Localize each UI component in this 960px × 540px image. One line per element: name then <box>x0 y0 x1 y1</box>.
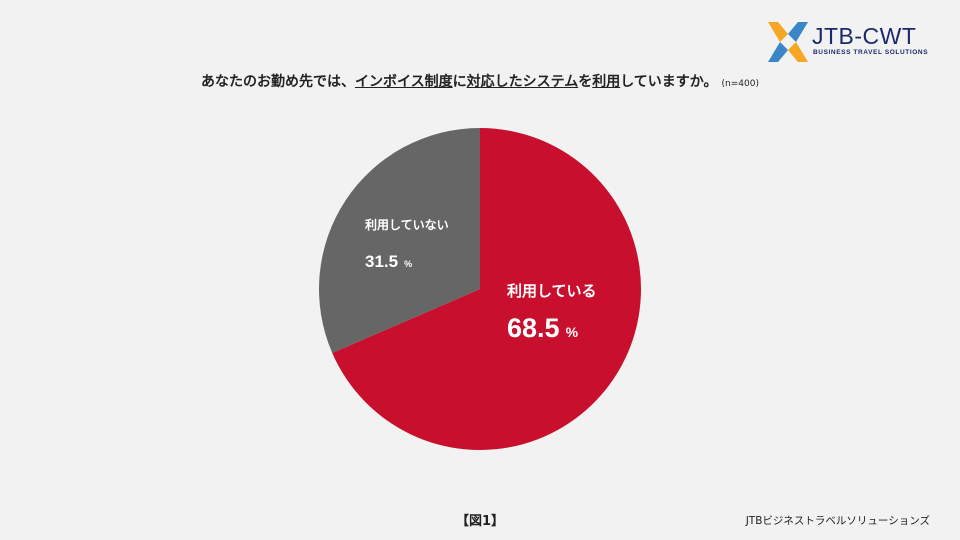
title-underlined-3: 利用 <box>592 74 621 90</box>
footer-company: JTBビジネストラベルソリューションズ <box>745 515 930 527</box>
title-underlined-1: インボイス制度 <box>355 74 453 90</box>
jtb-cwt-logo: JTB-CWT BUSINESS TRAVEL SOLUTIONS <box>766 20 936 64</box>
title-underlined-2: 対応したシステム <box>466 74 579 90</box>
title-middle-1: に <box>452 74 467 90</box>
slice-label-1: 利用している <box>507 282 597 300</box>
pie-slice-1 <box>332 128 642 450</box>
logo-name: JTB-CWT <box>812 23 917 49</box>
slice-value-2: 31.5% <box>365 252 412 271</box>
logo-tagline: BUSINESS TRAVEL SOLUTIONS <box>813 49 929 56</box>
title-prefix: あなたのお勤め先では、 <box>201 74 356 90</box>
figure-label: 【図1】 <box>455 514 505 529</box>
sample-size: (n=400) <box>721 79 759 89</box>
pie-slice-2 <box>319 128 480 353</box>
slice-value-1: 68.5% <box>507 313 579 343</box>
chart-title: あなたのお勤め先では、インボイス制度に対応したシステムを利用していますか。 (n=… <box>0 71 960 91</box>
slice-label-2: 利用していない <box>365 217 449 232</box>
logo-mark-icon <box>768 22 808 62</box>
title-middle-2: を <box>578 74 593 90</box>
title-suffix: していますか。 <box>620 74 718 90</box>
